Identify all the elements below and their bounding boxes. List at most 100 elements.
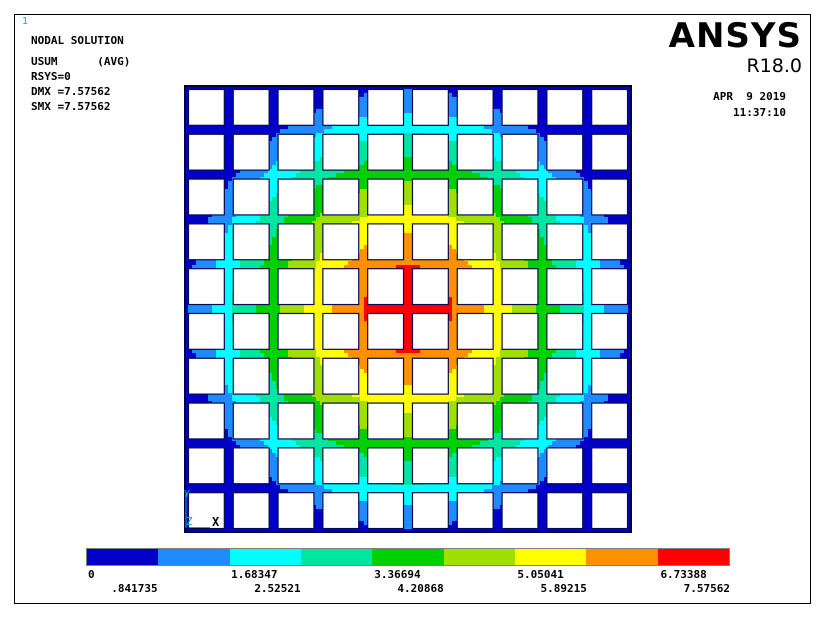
contour-fill bbox=[332, 125, 337, 130]
contour-fill bbox=[456, 169, 461, 174]
contour-fill bbox=[316, 177, 321, 182]
contour-fill bbox=[488, 129, 493, 134]
contour-fill bbox=[456, 217, 461, 222]
contour-fill bbox=[268, 153, 273, 158]
contour-fill bbox=[492, 149, 497, 154]
contour-fill bbox=[544, 185, 549, 190]
contour-fill bbox=[496, 193, 501, 198]
contour-fill bbox=[512, 221, 517, 226]
contour-fill bbox=[584, 217, 589, 222]
contour-fill bbox=[440, 169, 445, 174]
contour-fill bbox=[544, 193, 549, 198]
contour-fill bbox=[384, 129, 389, 134]
contour-fill bbox=[364, 209, 369, 214]
contour-fill bbox=[260, 129, 265, 134]
contour-fill bbox=[344, 261, 349, 266]
contour-fill bbox=[540, 173, 545, 178]
contour-fill bbox=[228, 237, 233, 242]
contour-fill bbox=[408, 245, 413, 250]
contour-fill bbox=[544, 205, 549, 210]
contour-fill bbox=[604, 129, 609, 134]
contour-fill bbox=[392, 169, 397, 174]
contour-fill bbox=[320, 257, 325, 262]
contour-fill bbox=[408, 189, 413, 194]
contour-fill bbox=[404, 261, 409, 266]
contour-fill bbox=[584, 213, 589, 218]
contour-fill bbox=[224, 189, 229, 194]
contour-fill bbox=[272, 177, 277, 182]
contour-fill bbox=[576, 169, 581, 174]
contour-fill bbox=[508, 173, 513, 178]
contour-fill bbox=[560, 173, 565, 178]
contour-fill bbox=[272, 141, 277, 146]
contour-fill bbox=[268, 133, 273, 138]
contour-fill bbox=[364, 249, 369, 254]
contour-fill bbox=[244, 169, 249, 174]
contour-fill bbox=[272, 153, 277, 158]
contour-fill bbox=[300, 129, 305, 134]
contour-fill bbox=[540, 133, 545, 138]
contour-fill bbox=[456, 173, 461, 178]
contour-fill bbox=[512, 173, 517, 178]
contour-fill bbox=[588, 221, 593, 226]
contour-fill bbox=[432, 129, 437, 134]
contour-fill bbox=[408, 229, 413, 234]
contour-fill bbox=[340, 129, 345, 134]
contour-fill bbox=[300, 217, 305, 222]
contour-fill bbox=[492, 193, 497, 198]
contour-fill bbox=[268, 113, 273, 118]
contour-fill bbox=[272, 165, 277, 170]
contour-fill bbox=[540, 93, 545, 98]
contour-fill bbox=[448, 237, 453, 242]
contour-fill bbox=[256, 125, 261, 130]
contour-fill bbox=[472, 217, 477, 222]
contour-fill bbox=[356, 125, 361, 130]
contour-fill bbox=[304, 221, 309, 226]
contour-fill bbox=[512, 125, 517, 130]
contour-fill bbox=[236, 169, 241, 174]
contour-fill bbox=[544, 181, 549, 186]
contour-fill bbox=[388, 125, 393, 130]
contour-fill bbox=[424, 221, 429, 226]
contour-fill bbox=[452, 93, 457, 98]
contour-fill bbox=[540, 177, 545, 182]
contour-fill bbox=[404, 197, 409, 202]
contour-fill bbox=[284, 221, 289, 226]
contour-fill bbox=[588, 173, 593, 178]
contour-fill bbox=[580, 129, 585, 134]
contour-fill bbox=[224, 181, 229, 186]
contour-fill bbox=[496, 93, 501, 98]
contour-fill bbox=[492, 117, 497, 122]
contour-fill bbox=[224, 101, 229, 106]
contour-fill bbox=[544, 245, 549, 250]
contour-fill bbox=[420, 129, 425, 134]
contour-fill bbox=[468, 217, 473, 222]
contour-fill bbox=[312, 217, 317, 222]
contour-fill bbox=[380, 217, 385, 222]
contour-fill bbox=[316, 221, 321, 226]
contour-fill bbox=[360, 101, 365, 106]
contour-fill bbox=[476, 169, 481, 174]
contour-fill bbox=[284, 129, 289, 134]
contour-fill bbox=[224, 261, 229, 266]
contour-plot[interactable] bbox=[184, 85, 632, 533]
contour-fill bbox=[376, 169, 381, 174]
contour-fill bbox=[300, 125, 305, 130]
contour-fill bbox=[408, 185, 413, 190]
result-info-block: NODAL SOLUTION USUM (AVG) RSYS=0 DMX =7.… bbox=[31, 33, 130, 114]
contour-fill bbox=[596, 125, 601, 130]
contour-fill bbox=[572, 221, 577, 226]
contour-fill bbox=[228, 109, 233, 114]
contour-fill bbox=[532, 217, 537, 222]
contour-fill bbox=[224, 185, 229, 190]
contour-fill bbox=[204, 261, 209, 266]
contour-fill bbox=[584, 109, 589, 114]
contour-fill bbox=[252, 261, 257, 266]
contour-fill bbox=[244, 125, 249, 130]
contour-fill bbox=[624, 173, 629, 178]
datetime-stamp: APR 9 2019 11:37:10 bbox=[713, 89, 786, 121]
contour-fill bbox=[204, 217, 209, 222]
contour-fill bbox=[320, 213, 325, 218]
contour-fill bbox=[448, 101, 453, 106]
contour-fill bbox=[292, 173, 297, 178]
